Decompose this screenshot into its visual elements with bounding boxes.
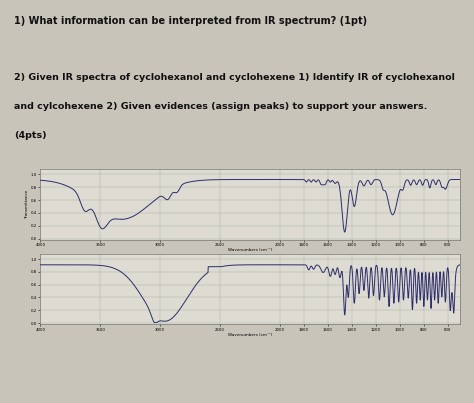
Text: (4pts): (4pts) bbox=[14, 131, 47, 139]
Text: 1) What information can be interpreted from IR spectrum? (1pt): 1) What information can be interpreted f… bbox=[14, 16, 367, 26]
X-axis label: Wavenumbers (cm⁻¹): Wavenumbers (cm⁻¹) bbox=[228, 248, 272, 252]
Text: 2) Given IR spectra of cyclohexanol and cyclohexene 1) Identify IR of cyclohexan: 2) Given IR spectra of cyclohexanol and … bbox=[14, 73, 455, 81]
Y-axis label: Transmittance: Transmittance bbox=[25, 190, 29, 219]
Text: and cylcohexene 2) Given evidences (assign peaks) to support your answers.: and cylcohexene 2) Given evidences (assi… bbox=[14, 102, 428, 110]
X-axis label: Wavenumbers (cm⁻¹): Wavenumbers (cm⁻¹) bbox=[228, 333, 272, 337]
